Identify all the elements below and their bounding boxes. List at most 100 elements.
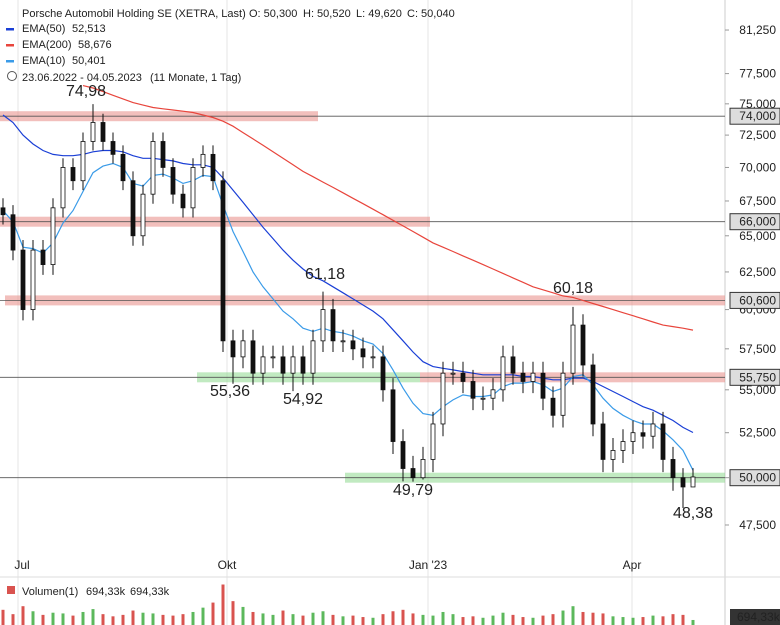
open-label: O: 50,300 bbox=[249, 8, 297, 20]
volume-bar bbox=[171, 615, 175, 625]
candle-body bbox=[120, 153, 126, 182]
candle-body bbox=[40, 249, 46, 265]
volume-bar bbox=[361, 617, 365, 625]
candle-body bbox=[530, 372, 536, 382]
candle-body bbox=[420, 459, 426, 479]
y-tick-label: 65,000 bbox=[739, 229, 776, 243]
volume-bar bbox=[571, 606, 575, 625]
candle-body bbox=[130, 180, 136, 237]
period-note: (11 Monate, 1 Tag) bbox=[150, 72, 241, 84]
volume-axis-box bbox=[730, 609, 780, 625]
volume-bar bbox=[431, 615, 435, 625]
volume-bar bbox=[381, 614, 385, 625]
volume-bar bbox=[481, 617, 485, 625]
candle-body bbox=[380, 356, 386, 391]
candle-body bbox=[280, 356, 286, 374]
volume-bar bbox=[241, 606, 245, 625]
candle-body bbox=[480, 397, 486, 400]
volume-bar bbox=[71, 615, 75, 625]
volume-bar bbox=[221, 584, 225, 625]
candle-body bbox=[310, 340, 316, 374]
legend-value: 50,401 bbox=[72, 55, 106, 67]
volume-bar bbox=[401, 609, 405, 625]
candle-body bbox=[640, 432, 646, 437]
volume-bar bbox=[281, 610, 285, 625]
candle-body bbox=[220, 180, 226, 342]
candle-body bbox=[590, 364, 596, 425]
candle-body bbox=[430, 423, 436, 460]
volume-bar bbox=[151, 613, 155, 625]
volume-bar bbox=[231, 601, 235, 625]
y-tick-label: 57,500 bbox=[739, 342, 776, 356]
y-tick-label: 81,250 bbox=[739, 23, 776, 37]
y-tick-label: 67,500 bbox=[739, 194, 776, 208]
candle-body bbox=[570, 324, 576, 374]
candle-body bbox=[460, 372, 466, 382]
legend-swatch bbox=[6, 28, 14, 31]
ema-line bbox=[82, 85, 694, 331]
volume-bar bbox=[681, 614, 685, 625]
annotation: 55,36 bbox=[210, 383, 250, 400]
legend-value: 58,676 bbox=[78, 39, 112, 51]
volume-icon bbox=[7, 586, 15, 594]
candle-body bbox=[650, 423, 656, 437]
candle-body bbox=[190, 167, 196, 209]
annotation: 60,18 bbox=[553, 280, 593, 297]
volume-bar bbox=[131, 610, 135, 625]
candle-body bbox=[20, 249, 26, 310]
volume-bar bbox=[111, 616, 115, 625]
volume-bar bbox=[661, 616, 665, 625]
candle-body bbox=[470, 381, 476, 399]
volume-bar bbox=[121, 614, 125, 625]
volume-bar bbox=[11, 614, 15, 625]
volume-bar bbox=[321, 611, 325, 625]
annotation: 61,18 bbox=[305, 266, 345, 283]
legend-value: 52,513 bbox=[72, 23, 106, 35]
candle-body bbox=[90, 122, 96, 142]
volume-bar bbox=[201, 607, 205, 625]
volume-bar bbox=[411, 613, 415, 625]
volume-bar bbox=[621, 617, 625, 625]
close-label: C: 50,040 bbox=[407, 8, 455, 20]
level-box bbox=[729, 469, 780, 487]
candle-body bbox=[290, 356, 296, 374]
volume-bar bbox=[421, 614, 425, 625]
volume-bar bbox=[541, 615, 545, 625]
volume-bar bbox=[141, 612, 145, 625]
y-tick-label: 77,500 bbox=[739, 67, 776, 81]
candle-body bbox=[610, 450, 616, 460]
candle-body bbox=[100, 122, 106, 142]
candle-body bbox=[240, 340, 246, 358]
candle-body bbox=[0, 207, 6, 216]
chart-title: Porsche Automobil Holding SE (XETRA, Las… bbox=[22, 8, 246, 20]
volume-bar bbox=[601, 613, 605, 625]
volume-bar bbox=[1, 609, 5, 625]
candle-body bbox=[360, 348, 366, 358]
volume-bar bbox=[521, 617, 525, 625]
volume-bar bbox=[271, 614, 275, 625]
high-label: H: 50,520 bbox=[303, 8, 351, 20]
candle-body bbox=[110, 141, 116, 155]
volume-value: 694,33k bbox=[86, 586, 126, 598]
level-box bbox=[729, 368, 780, 386]
candle-body bbox=[630, 432, 636, 442]
legend-name: EMA(200) bbox=[22, 39, 72, 51]
volume-bar bbox=[591, 612, 595, 625]
y-tick-label: 62,500 bbox=[739, 265, 776, 279]
candle-body bbox=[50, 207, 56, 265]
volume-bar bbox=[501, 612, 505, 625]
legend-swatch bbox=[6, 44, 14, 47]
level-label: 60,600 bbox=[739, 293, 776, 307]
volume-bar bbox=[391, 611, 395, 625]
candle-body bbox=[580, 324, 586, 366]
candle-body bbox=[550, 397, 556, 416]
candle-body bbox=[30, 249, 36, 310]
volume-bar bbox=[81, 611, 85, 625]
legend-name: EMA(10) bbox=[22, 55, 65, 67]
candle-body bbox=[540, 372, 546, 399]
candle-body bbox=[320, 309, 326, 342]
volume-bar bbox=[161, 614, 165, 625]
level-label: 55,750 bbox=[739, 370, 776, 384]
candle-body bbox=[10, 214, 16, 251]
candle-body bbox=[600, 423, 606, 460]
